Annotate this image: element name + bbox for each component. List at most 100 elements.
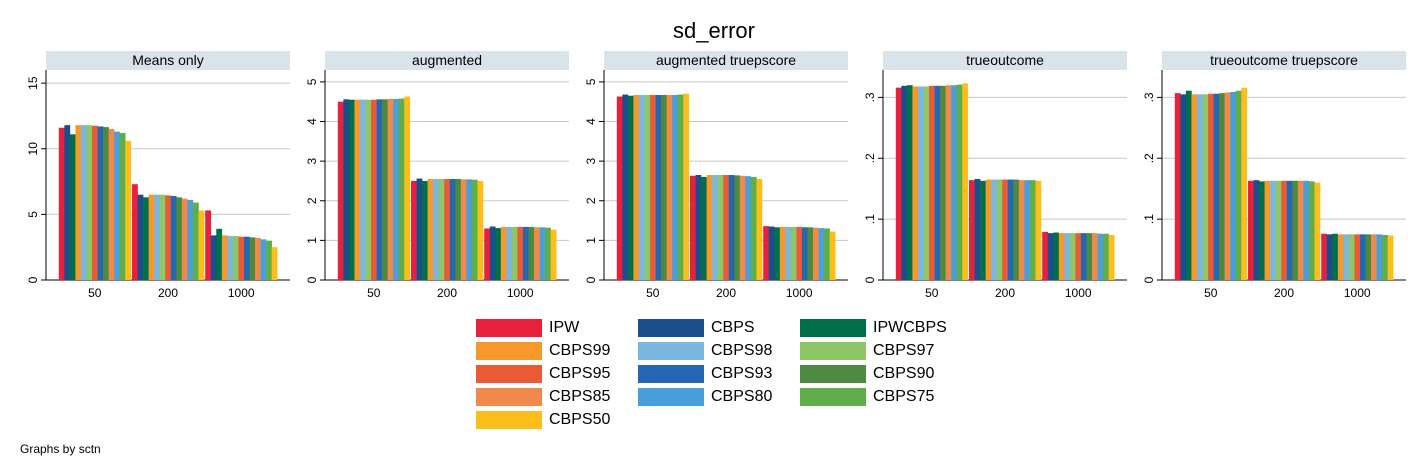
bar-cbps-1000 [1326,234,1333,280]
bar-cbps99-1000 [500,226,507,280]
legend-label: CBPS93 [711,364,773,382]
bar-cbps75-1000 [824,228,830,280]
bar-cbps50-1000 [1108,234,1115,280]
bar-cbps-200 [974,178,981,280]
bar-ipwcbps-1000 [216,228,223,280]
bar-cbps93-1000 [1359,234,1366,280]
y-tick-label: 3 [584,157,598,164]
panel-header [46,51,290,70]
x-tick-label: 200 [995,286,1015,300]
y-tick-label: 2 [584,197,598,204]
legend-swatch [638,341,704,360]
bar-cbps98-1000 [227,236,234,280]
legend-swatch [476,341,542,360]
legend-item: CBPS75 [800,385,962,408]
bar-cbps95-50 [92,125,98,280]
bar-cbps90-1000 [1086,233,1093,280]
y-tick-label: .2 [863,153,877,163]
bar-cbps50-1000 [1387,235,1394,280]
legend-swatch [476,410,542,429]
bar-cbps75-200 [192,202,199,280]
x-tick-label: 50 [1204,286,1218,300]
legend-label: CBPS80 [711,387,773,405]
bar-cbps80-200 [466,179,473,280]
y-tick-label: 1 [584,237,598,244]
bar-cbps98-1000 [1064,233,1071,280]
bar-ipwcbps-200 [980,180,986,280]
bar-cbps90-200 [1292,180,1299,280]
panel-0: Means only 0 5 10 15 50 200 1000 [26,51,290,300]
bar-cbps-50 [622,94,629,280]
legend-label: CBPS99 [549,341,611,359]
legend-item: IPWCBPS [800,316,962,339]
bar-cbps95-50 [371,99,377,280]
bar-cbps93-50 [1213,93,1220,280]
bar-ipwcbps-50 [69,134,76,280]
bar-cbps95-50 [929,85,935,281]
legend-label: IPW [549,318,580,336]
bar-cbps97-50 [1202,94,1209,280]
y-tick-label: 0 [1142,276,1156,283]
bar-cbps50-1000 [550,229,557,280]
y-tick-label: 15 [26,76,40,90]
y-tick-label: 0 [584,276,598,283]
bar-cbps50-200 [1314,182,1321,280]
bar-cbps99-50 [354,99,361,280]
bar-cbps90-1000 [1365,234,1372,280]
legend-item: CBPS99 [476,339,638,362]
x-tick-label: 1000 [1344,286,1371,300]
bar-cbps95-200 [1281,180,1288,280]
bar-ipwcbps-1000 [1053,232,1060,280]
bar-cbps50-1000 [271,247,278,280]
panel-header [604,51,848,70]
y-tick-label: .1 [863,214,877,224]
bar-cbps75-1000 [545,227,551,280]
bar-cbps93-200 [1007,179,1014,280]
bar-cbps85-1000 [1092,233,1098,280]
bar-ipwcbps-50 [627,95,634,280]
bar-cbps99-1000 [221,235,228,280]
bar-cbps98-50 [80,125,87,280]
bar-cbps99-50 [75,125,82,280]
bar-cbps97-200 [159,194,166,280]
bar-cbps85-50 [1224,92,1231,281]
bar-cbps-200 [137,194,144,280]
x-tick-label: 50 [925,286,939,300]
bar-ipw-200 [690,175,696,280]
bar-cbps95-200 [723,175,730,280]
bar-cbps99-1000 [779,226,786,280]
bar-cbps90-50 [382,99,388,280]
legend-label: CBPS97 [873,341,935,359]
x-tick-label: 200 [158,286,178,300]
bar-cbps90-1000 [807,227,814,280]
bar-cbps97-200 [438,178,445,280]
bar-cbps80-200 [745,176,752,280]
bar-cbps99-1000 [1058,233,1065,280]
bar-cbps75-200 [471,179,478,280]
bar-cbps95-1000 [517,226,524,280]
bar-cbps85-1000 [534,227,540,280]
bar-cbps80-1000 [1376,234,1383,280]
y-tick-label: 0 [26,276,40,283]
bar-cbps97-200 [1275,180,1282,280]
bar-cbps93-1000 [243,236,250,280]
bar-cbps97-50 [644,94,651,280]
bar-cbps99-200 [427,178,434,280]
bar-ipw-1000 [484,228,491,280]
bar-cbps90-1000 [528,226,535,280]
bar-cbps93-200 [170,196,177,280]
bar-cbps97-1000 [790,226,797,280]
bar-cbps-200 [416,178,423,280]
bar-cbps90-200 [455,178,462,280]
bar-cbps90-50 [940,85,946,281]
bar-cbps90-50 [1219,93,1225,280]
bar-ipw-200 [411,180,417,280]
bar-cbps99-200 [1264,180,1271,280]
bar-ipwcbps-50 [906,85,913,280]
legend-item: CBPS85 [476,385,638,408]
bar-cbps85-200 [1018,180,1025,280]
legend-item: CBPS90 [800,362,962,385]
bar-ipw-1000 [763,226,770,280]
legend-label: CBPS75 [873,387,935,405]
legend-label: CBPS50 [549,410,611,428]
